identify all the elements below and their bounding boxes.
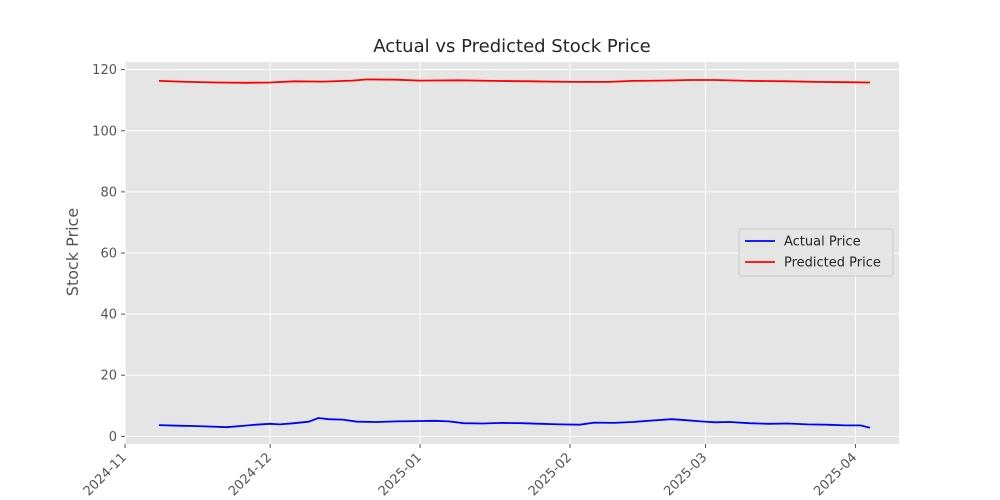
y-tick-label: 100 (92, 124, 117, 139)
actual-price-line (158, 417, 871, 429)
y-tick-label: 20 (100, 369, 117, 384)
y-axis-ticks: 0 20 40 60 80 100 120 (92, 63, 125, 445)
series-lines (158, 78, 871, 429)
y-tick-label: 80 (100, 185, 117, 200)
legend-label-actual-price: Actual Price (784, 235, 861, 250)
legend-label-predicted-price: Predicted Price (784, 256, 881, 271)
y-axis-label: Stock Price (63, 208, 82, 296)
predicted-price-line (158, 78, 871, 84)
legend-box (738, 228, 894, 277)
chart-title: Actual vs Predicted Stock Price (373, 36, 651, 57)
y-tick-label: 120 (92, 63, 117, 78)
y-tick-label: 40 (100, 308, 117, 323)
y-tick-label: 60 (100, 247, 117, 262)
y-tick-label: 0 (109, 430, 117, 445)
legend: Actual Price Predicted Price (738, 228, 894, 277)
